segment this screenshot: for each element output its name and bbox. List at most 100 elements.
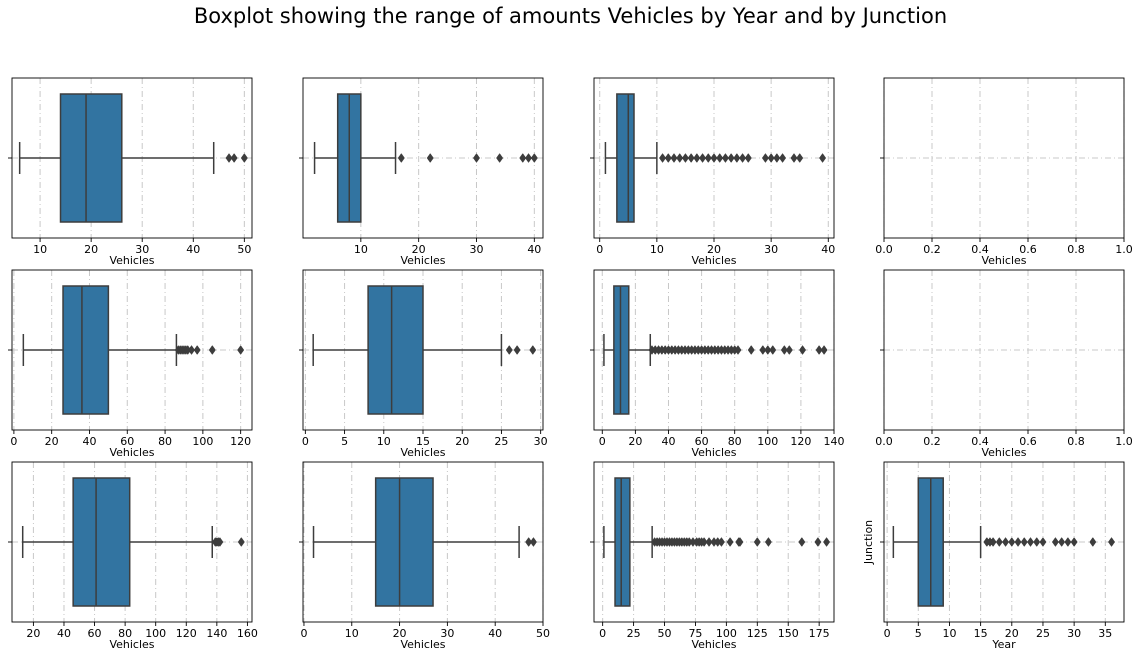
flier-point: [519, 153, 527, 163]
x-tick-label: 20: [45, 435, 59, 448]
x-tick-label: 30: [440, 627, 454, 640]
flier-point: [1064, 537, 1072, 547]
flier-point: [820, 345, 828, 355]
flier-point: [798, 537, 806, 547]
x-tick-label: 10: [33, 243, 47, 256]
flier-point: [681, 153, 689, 163]
flier-point: [989, 537, 997, 547]
x-tick-label: 15: [416, 435, 430, 448]
x-tick-label: 15: [974, 627, 988, 640]
subplot-12: 0 5 10 15 20 25 30 35 Year Junction: [862, 461, 1125, 651]
flier-point: [819, 153, 827, 163]
flier-point: [1051, 537, 1059, 547]
flier-point: [1008, 537, 1016, 547]
flier-point: [747, 345, 755, 355]
flier-point: [739, 153, 747, 163]
flier-point: [1020, 537, 1028, 547]
subplot-7: 0 20 40 60 80 100 120 140 Vehicles: [590, 269, 845, 459]
x-tick-label: 40: [57, 627, 71, 640]
flier-point: [216, 537, 224, 547]
flier-point: [769, 345, 777, 355]
x-tick-label: 120: [230, 435, 251, 448]
flier-point: [1108, 537, 1116, 547]
flier-point: [764, 537, 772, 547]
x-tick-label: 80: [728, 435, 742, 448]
flier-point: [710, 153, 718, 163]
flier-point: [1033, 537, 1041, 547]
x-tick-label: 50: [658, 627, 672, 640]
iqr-box: [62, 285, 110, 415]
x-tick-label: 100: [757, 435, 778, 448]
x-tick-label: 20: [412, 243, 426, 256]
x-axis-label: Vehicles: [981, 446, 1026, 459]
subplot-3: 0 10 20 30 40 Vehicles: [590, 77, 835, 267]
flier-point: [529, 537, 537, 547]
flier-point: [785, 345, 793, 355]
chart-title: Boxplot showing the range of amounts Veh…: [193, 4, 948, 28]
flier-point: [704, 153, 712, 163]
flier-point: [734, 345, 742, 355]
x-tick-label: 0.0: [875, 243, 893, 256]
flier-point: [773, 153, 781, 163]
flier-point: [995, 537, 1003, 547]
x-tick-label: 100: [716, 627, 737, 640]
iqr-box: [616, 93, 635, 223]
flier-point: [796, 153, 804, 163]
x-axis-label: Vehicles: [400, 446, 445, 459]
iqr-box: [614, 477, 631, 607]
x-axis-label: Vehicles: [981, 254, 1026, 267]
flier-point: [397, 153, 405, 163]
flier-point: [733, 153, 741, 163]
flier-point: [529, 345, 537, 355]
x-tick-label: 20: [628, 435, 642, 448]
x-tick-label: 0.6: [1019, 435, 1037, 448]
flier-point: [716, 153, 724, 163]
subplot-5: 0 20 40 60 80 100 120 Vehicles: [8, 269, 253, 459]
x-tick-label: 140: [206, 627, 227, 640]
x-axis-label: Vehicles: [691, 254, 736, 267]
x-tick-label: 25: [494, 435, 508, 448]
iqr-box: [72, 477, 131, 607]
subplot-1: 10 20 30 40 50 Vehicles: [8, 77, 253, 267]
x-tick-label: 140: [824, 435, 845, 448]
flier-point: [721, 153, 729, 163]
x-tick-label: 10: [345, 627, 359, 640]
x-tick-label: 125: [747, 627, 768, 640]
flier-point: [1014, 537, 1022, 547]
x-tick-label: 120: [176, 627, 197, 640]
x-axis-label: Year: [991, 638, 1016, 651]
x-tick-label: 35: [1098, 627, 1112, 640]
flier-point: [664, 153, 672, 163]
flier-point: [530, 153, 538, 163]
flier-point: [496, 153, 504, 163]
x-axis-label: Vehicles: [691, 446, 736, 459]
flier-point: [426, 153, 434, 163]
y-axis-label: Junction: [862, 520, 875, 565]
x-tick-label: 30: [135, 243, 149, 256]
x-tick-label: 0.6: [1019, 243, 1037, 256]
x-tick-label: 20: [84, 243, 98, 256]
x-tick-label: 25: [627, 627, 641, 640]
flier-point: [472, 153, 481, 163]
x-tick-label: 40: [661, 435, 675, 448]
x-tick-label: 80: [118, 627, 132, 640]
flier-point: [1070, 537, 1078, 547]
x-tick-label: 120: [790, 435, 811, 448]
flier-point: [736, 537, 744, 547]
flier-point: [764, 345, 772, 355]
x-tick-label: 10: [942, 627, 956, 640]
flier-point: [700, 537, 708, 547]
x-tick-label: 0: [884, 627, 891, 640]
x-tick-label: 0.0: [875, 435, 893, 448]
x-tick-label: 80: [158, 435, 172, 448]
flier-point: [717, 537, 725, 547]
subplot-10: 0 10 20 30 40 50 Vehicles: [299, 461, 550, 651]
flier-point: [513, 345, 521, 355]
x-axis-label: Vehicles: [691, 638, 736, 651]
x-tick-label: 30: [469, 243, 483, 256]
flier-point: [1058, 537, 1066, 547]
x-tick-label: 60: [88, 627, 102, 640]
iqr-box: [374, 477, 434, 607]
flier-point: [1002, 537, 1010, 547]
